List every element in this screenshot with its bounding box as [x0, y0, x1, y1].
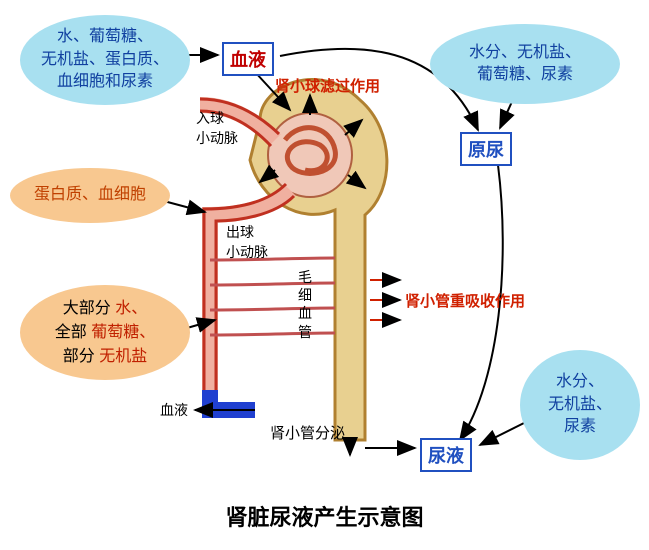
label-secretion: 肾小管分泌	[270, 422, 345, 443]
bubble-reabsorbed: 大部分 水、 全部 葡萄糖、 部分 无机盐	[20, 285, 190, 380]
bubble-remain-in-blood: 蛋白质、血细胞	[10, 168, 170, 223]
peritubular-capillaries	[210, 258, 335, 335]
glomerulus	[268, 113, 352, 197]
label-filtration: 肾小球滤过作用	[275, 75, 380, 96]
bubble-urine-composition: 水分、 无机盐、 尿素	[520, 350, 640, 460]
diagram-title: 肾脏尿液产生示意图	[0, 500, 649, 532]
label-afferent: 入球 小动脉	[196, 108, 238, 148]
box-primary-urine: 原尿	[460, 132, 512, 166]
box-urine: 尿液	[420, 438, 472, 472]
box-blood-text: 血液	[230, 50, 266, 70]
label-blood-out: 血液	[160, 400, 188, 420]
box-blood: 血液	[222, 42, 274, 76]
label-reabsorption: 肾小管重吸收作用	[405, 290, 525, 311]
box-urine-text: 尿液	[428, 446, 464, 466]
box-primary-text: 原尿	[468, 140, 504, 160]
bubble-primary-composition: 水分、无机盐、 葡萄糖、尿素	[430, 24, 620, 104]
label-efferent: 出球 小动脉	[226, 222, 268, 262]
bubble-blood-composition: 水、葡萄糖、 无机盐、蛋白质、 血细胞和尿素	[20, 15, 190, 105]
vein-out	[210, 390, 255, 410]
diagram-canvas: 血液 原尿 尿液 水、葡萄糖、 无机盐、蛋白质、 血细胞和尿素 水分、无机盐、 …	[0, 0, 649, 550]
reabsorb-arrows	[370, 280, 400, 320]
label-capillary: 毛 细 血 管	[298, 268, 312, 341]
